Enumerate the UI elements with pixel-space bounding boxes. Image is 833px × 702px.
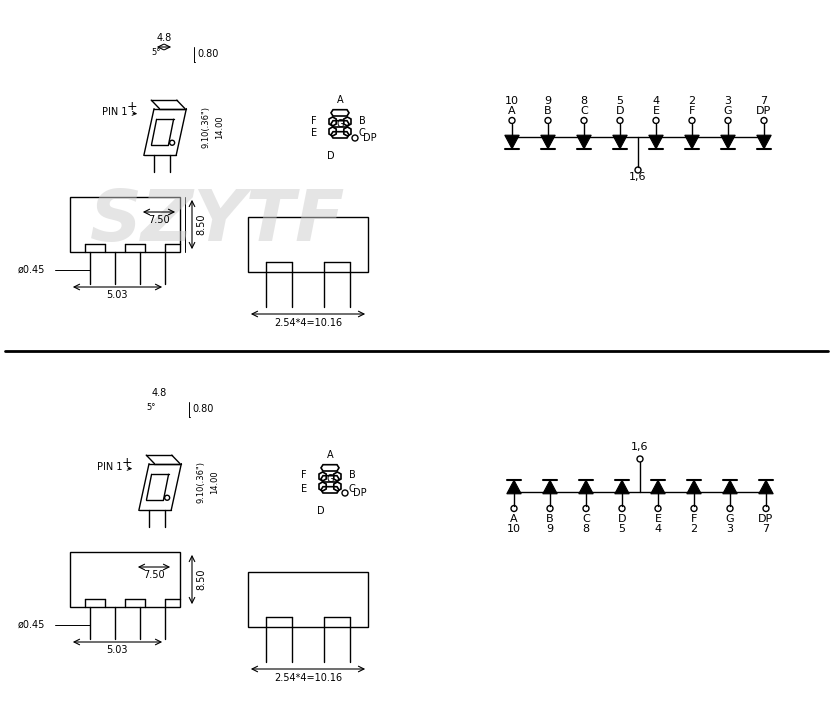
Text: 4: 4 [655,524,661,534]
Text: 9.10(.36"): 9.10(.36") [202,106,211,148]
Text: G: G [327,474,334,484]
Text: E: E [311,128,317,138]
Text: E: E [301,484,307,494]
Text: 9: 9 [545,95,551,105]
Text: 8: 8 [581,95,587,105]
Text: 3: 3 [726,524,734,534]
Polygon shape [576,135,591,149]
Text: B: B [349,470,356,480]
Text: C: C [582,513,590,524]
Text: ø0.45: ø0.45 [18,265,45,275]
Text: A: A [510,513,518,524]
Text: D: D [618,513,626,524]
Text: C: C [359,128,366,138]
Bar [70,197,180,252]
Text: 5°: 5° [147,403,156,412]
Bar [248,217,368,272]
Text: 2: 2 [691,524,697,534]
Text: DP: DP [758,513,774,524]
Text: +: + [127,100,137,114]
Text: 1,6: 1,6 [631,442,649,452]
Text: F: F [689,105,696,116]
Bar [70,552,180,607]
Text: 8.50: 8.50 [196,213,206,235]
Polygon shape [649,135,663,149]
Text: 0.80: 0.80 [197,49,218,59]
Polygon shape [506,480,521,494]
Text: F: F [691,513,697,524]
Text: F: F [312,116,317,126]
Text: 7.50: 7.50 [143,570,165,580]
Text: 8.50: 8.50 [196,569,206,590]
Text: A: A [337,95,343,105]
Text: G: G [726,513,735,524]
Text: +: + [122,456,132,468]
Polygon shape [579,480,593,494]
Text: 1,6: 1,6 [629,172,646,182]
Text: 14.00: 14.00 [215,115,224,139]
Polygon shape [686,480,701,494]
Polygon shape [651,480,666,494]
Polygon shape [757,135,771,149]
Text: 8: 8 [582,524,590,534]
Text: 5.03: 5.03 [107,645,127,655]
Text: C: C [349,484,356,494]
Polygon shape [505,135,519,149]
Polygon shape [543,480,557,494]
Text: 5°: 5° [152,48,161,57]
Text: DP: DP [363,133,377,143]
Polygon shape [759,480,773,494]
Text: G: G [724,105,732,116]
Text: ø0.45: ø0.45 [18,620,45,630]
Text: SZYTF: SZYTF [90,187,346,256]
Text: 5: 5 [616,95,623,105]
Text: 7: 7 [762,524,770,534]
Text: A: A [327,450,333,460]
Text: D: D [317,506,325,516]
Text: D: D [616,105,624,116]
Text: E: E [652,105,660,116]
Text: 2.54*4=10.16: 2.54*4=10.16 [274,318,342,328]
Text: B: B [544,105,551,116]
Polygon shape [685,135,699,149]
Polygon shape [723,480,737,494]
Text: DP: DP [756,105,771,116]
Text: 9: 9 [546,524,554,534]
Text: 2: 2 [688,95,696,105]
Polygon shape [721,135,736,149]
Polygon shape [613,135,627,149]
Text: 9.10(.36"): 9.10(.36") [197,461,206,503]
Text: DP: DP [353,488,367,498]
Text: B: B [359,116,366,126]
Text: E: E [655,513,661,524]
Text: 3: 3 [725,95,731,105]
Text: 0.80: 0.80 [192,404,213,414]
Text: PIN 1: PIN 1 [97,462,131,472]
Bar [248,572,368,627]
Text: 10: 10 [507,524,521,534]
Text: 7.50: 7.50 [148,215,170,225]
Text: F: F [302,470,307,480]
Text: 4: 4 [652,95,660,105]
Text: 10: 10 [505,95,519,105]
Text: 4.8: 4.8 [157,33,172,43]
Polygon shape [615,480,629,494]
Text: 14.00: 14.00 [210,470,219,494]
Text: D: D [327,151,335,161]
Text: B: B [546,513,554,524]
Polygon shape [541,135,556,149]
Text: C: C [580,105,588,116]
Text: 5: 5 [618,524,626,534]
Text: 4.8: 4.8 [152,388,167,398]
Text: PIN 1: PIN 1 [102,107,136,117]
Text: G: G [337,119,344,129]
Text: A: A [508,105,516,116]
Text: 5.03: 5.03 [107,290,127,300]
Text: 7: 7 [761,95,767,105]
Text: 2.54*4=10.16: 2.54*4=10.16 [274,673,342,683]
